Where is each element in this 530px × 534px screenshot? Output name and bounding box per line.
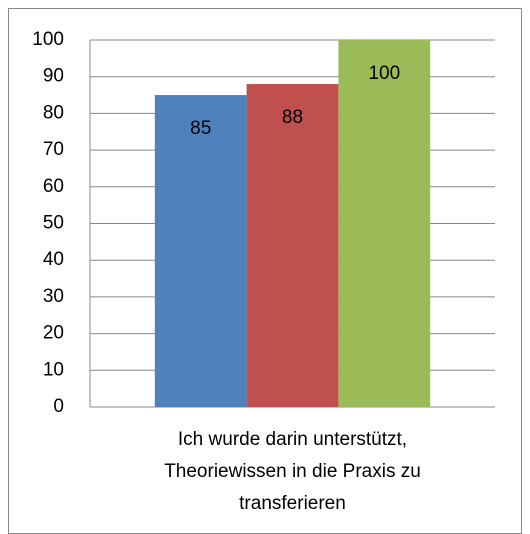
data-label: 88 [282, 107, 303, 128]
bar [246, 84, 339, 407]
y-tick-label: 30 [43, 286, 64, 307]
y-tick-label: 0 [53, 396, 64, 417]
y-tick-label: 100 [32, 29, 64, 50]
y-tick-label: 70 [43, 139, 64, 160]
y-tick-label: 50 [43, 213, 64, 234]
y-tick-label: 10 [43, 359, 64, 380]
data-label: 100 [368, 63, 400, 84]
y-tick-label: 20 [43, 323, 64, 344]
y-tick-label: 90 [43, 66, 64, 87]
y-tick-label: 40 [43, 249, 64, 270]
y-tick-label: 80 [43, 102, 64, 123]
bar [154, 95, 247, 408]
y-tick-label: 60 [43, 176, 64, 197]
x-tick-label: Ich wurde darin unterstützt, Theoriewiss… [164, 429, 421, 514]
bar [338, 40, 431, 407]
data-label: 85 [190, 118, 211, 139]
